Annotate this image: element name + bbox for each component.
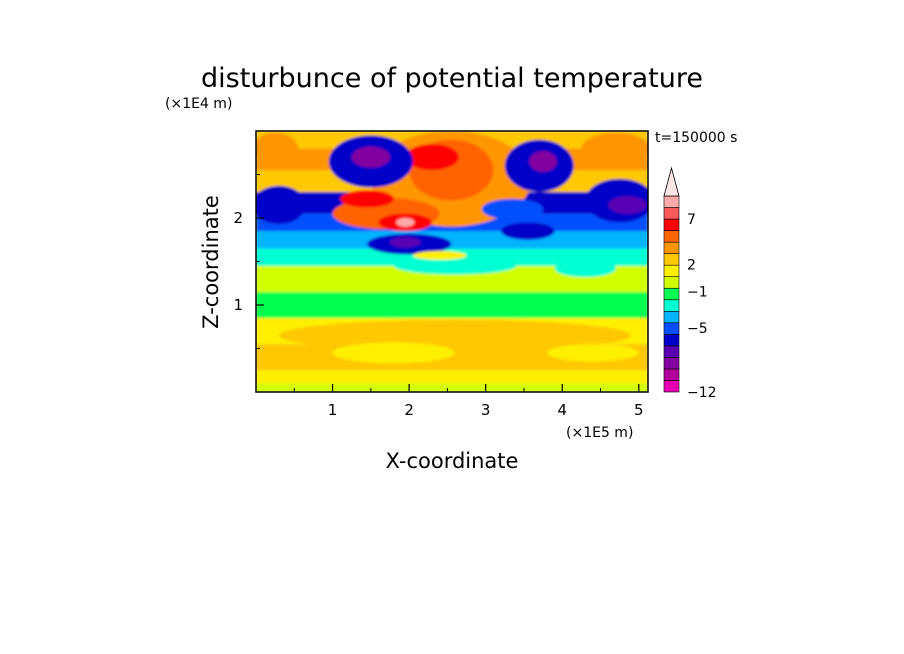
colorbar-label: −1 [687,285,708,301]
contour-blob-20 [393,257,517,275]
contour-blob-23 [278,319,632,352]
contour-blob-8 [351,146,390,168]
colorbar-swatch-0 [663,380,680,393]
contour-blob-22 [412,251,467,260]
contour-blob-17 [608,196,647,214]
x-tick-label: 1 [328,401,338,419]
colorbar-label: −5 [687,321,708,337]
z-axis-label: Z-coordinate [199,195,223,329]
colorbar-swatch-2 [663,357,680,370]
contour-blob-19 [256,132,299,165]
contour-fill [256,131,648,392]
z-axis-ticks: 12 [233,174,264,349]
contour-blob-18 [581,132,648,165]
contour-blob-12 [529,151,557,172]
colorbar-swatch-6 [663,310,680,324]
colorbar-label: 7 [687,212,696,228]
contour-band-4 [256,291,648,319]
colorbar-extend-arrow [663,166,680,197]
colorbar-swatch-7 [663,299,680,312]
contour-blob-25 [546,344,639,362]
contour-blob-4 [396,218,415,227]
x-tick-label: 2 [404,401,414,419]
colorbar-swatch-3 [663,345,680,358]
contour-blob-13 [481,198,544,220]
colorbar: −12−5−127 [663,166,717,401]
contour-blob-21 [554,259,616,278]
x-unit-label: (×1E5 m) [566,425,633,441]
colorbar-swatch-14 [663,218,680,231]
x-axis-ticks: 1 2 3 4 5 [293,384,644,419]
contour-blob-10 [389,237,421,248]
chart-title: disturbunce of potential temperature [201,63,703,94]
x-tick-label: 5 [634,401,644,419]
colorbar-swatch-15 [663,207,680,220]
z-tick-label: 1 [233,296,243,314]
x-tick-label: 3 [481,401,491,419]
contour-blob-6 [405,144,459,171]
x-tick-label: 4 [557,401,567,419]
contour-blob-24 [332,342,456,364]
colorbar-swatch-10 [663,264,680,278]
z-unit-label: (×1E4 m) [165,96,232,112]
colorbar-swatch-1 [663,368,680,381]
colorbar-swatch-9 [663,276,680,289]
colorbar-swatch-16 [663,195,680,208]
contour-blob-15 [256,185,306,225]
contour-band-0 [256,383,648,392]
contour-blob-5 [340,190,394,208]
colorbar-swatch-4 [663,334,680,347]
contour-plot [256,131,648,392]
contour-band-1 [256,370,648,384]
colorbar-label: 2 [687,257,696,273]
z-tick-label: 2 [233,209,243,227]
x-axis-label: X-coordinate [386,449,519,473]
colorbar-swatch-5 [663,322,680,335]
colorbar-swatch-12 [663,241,680,254]
colorbar-swatch-13 [663,230,680,243]
time-label: t=150000 s [655,130,737,146]
colorbar-swatch-11 [663,253,680,266]
contour-band-7 [256,231,648,249]
colorbar-swatch-8 [663,287,680,301]
contour-blob-14 [501,222,555,240]
colorbar-label: −12 [687,385,717,401]
